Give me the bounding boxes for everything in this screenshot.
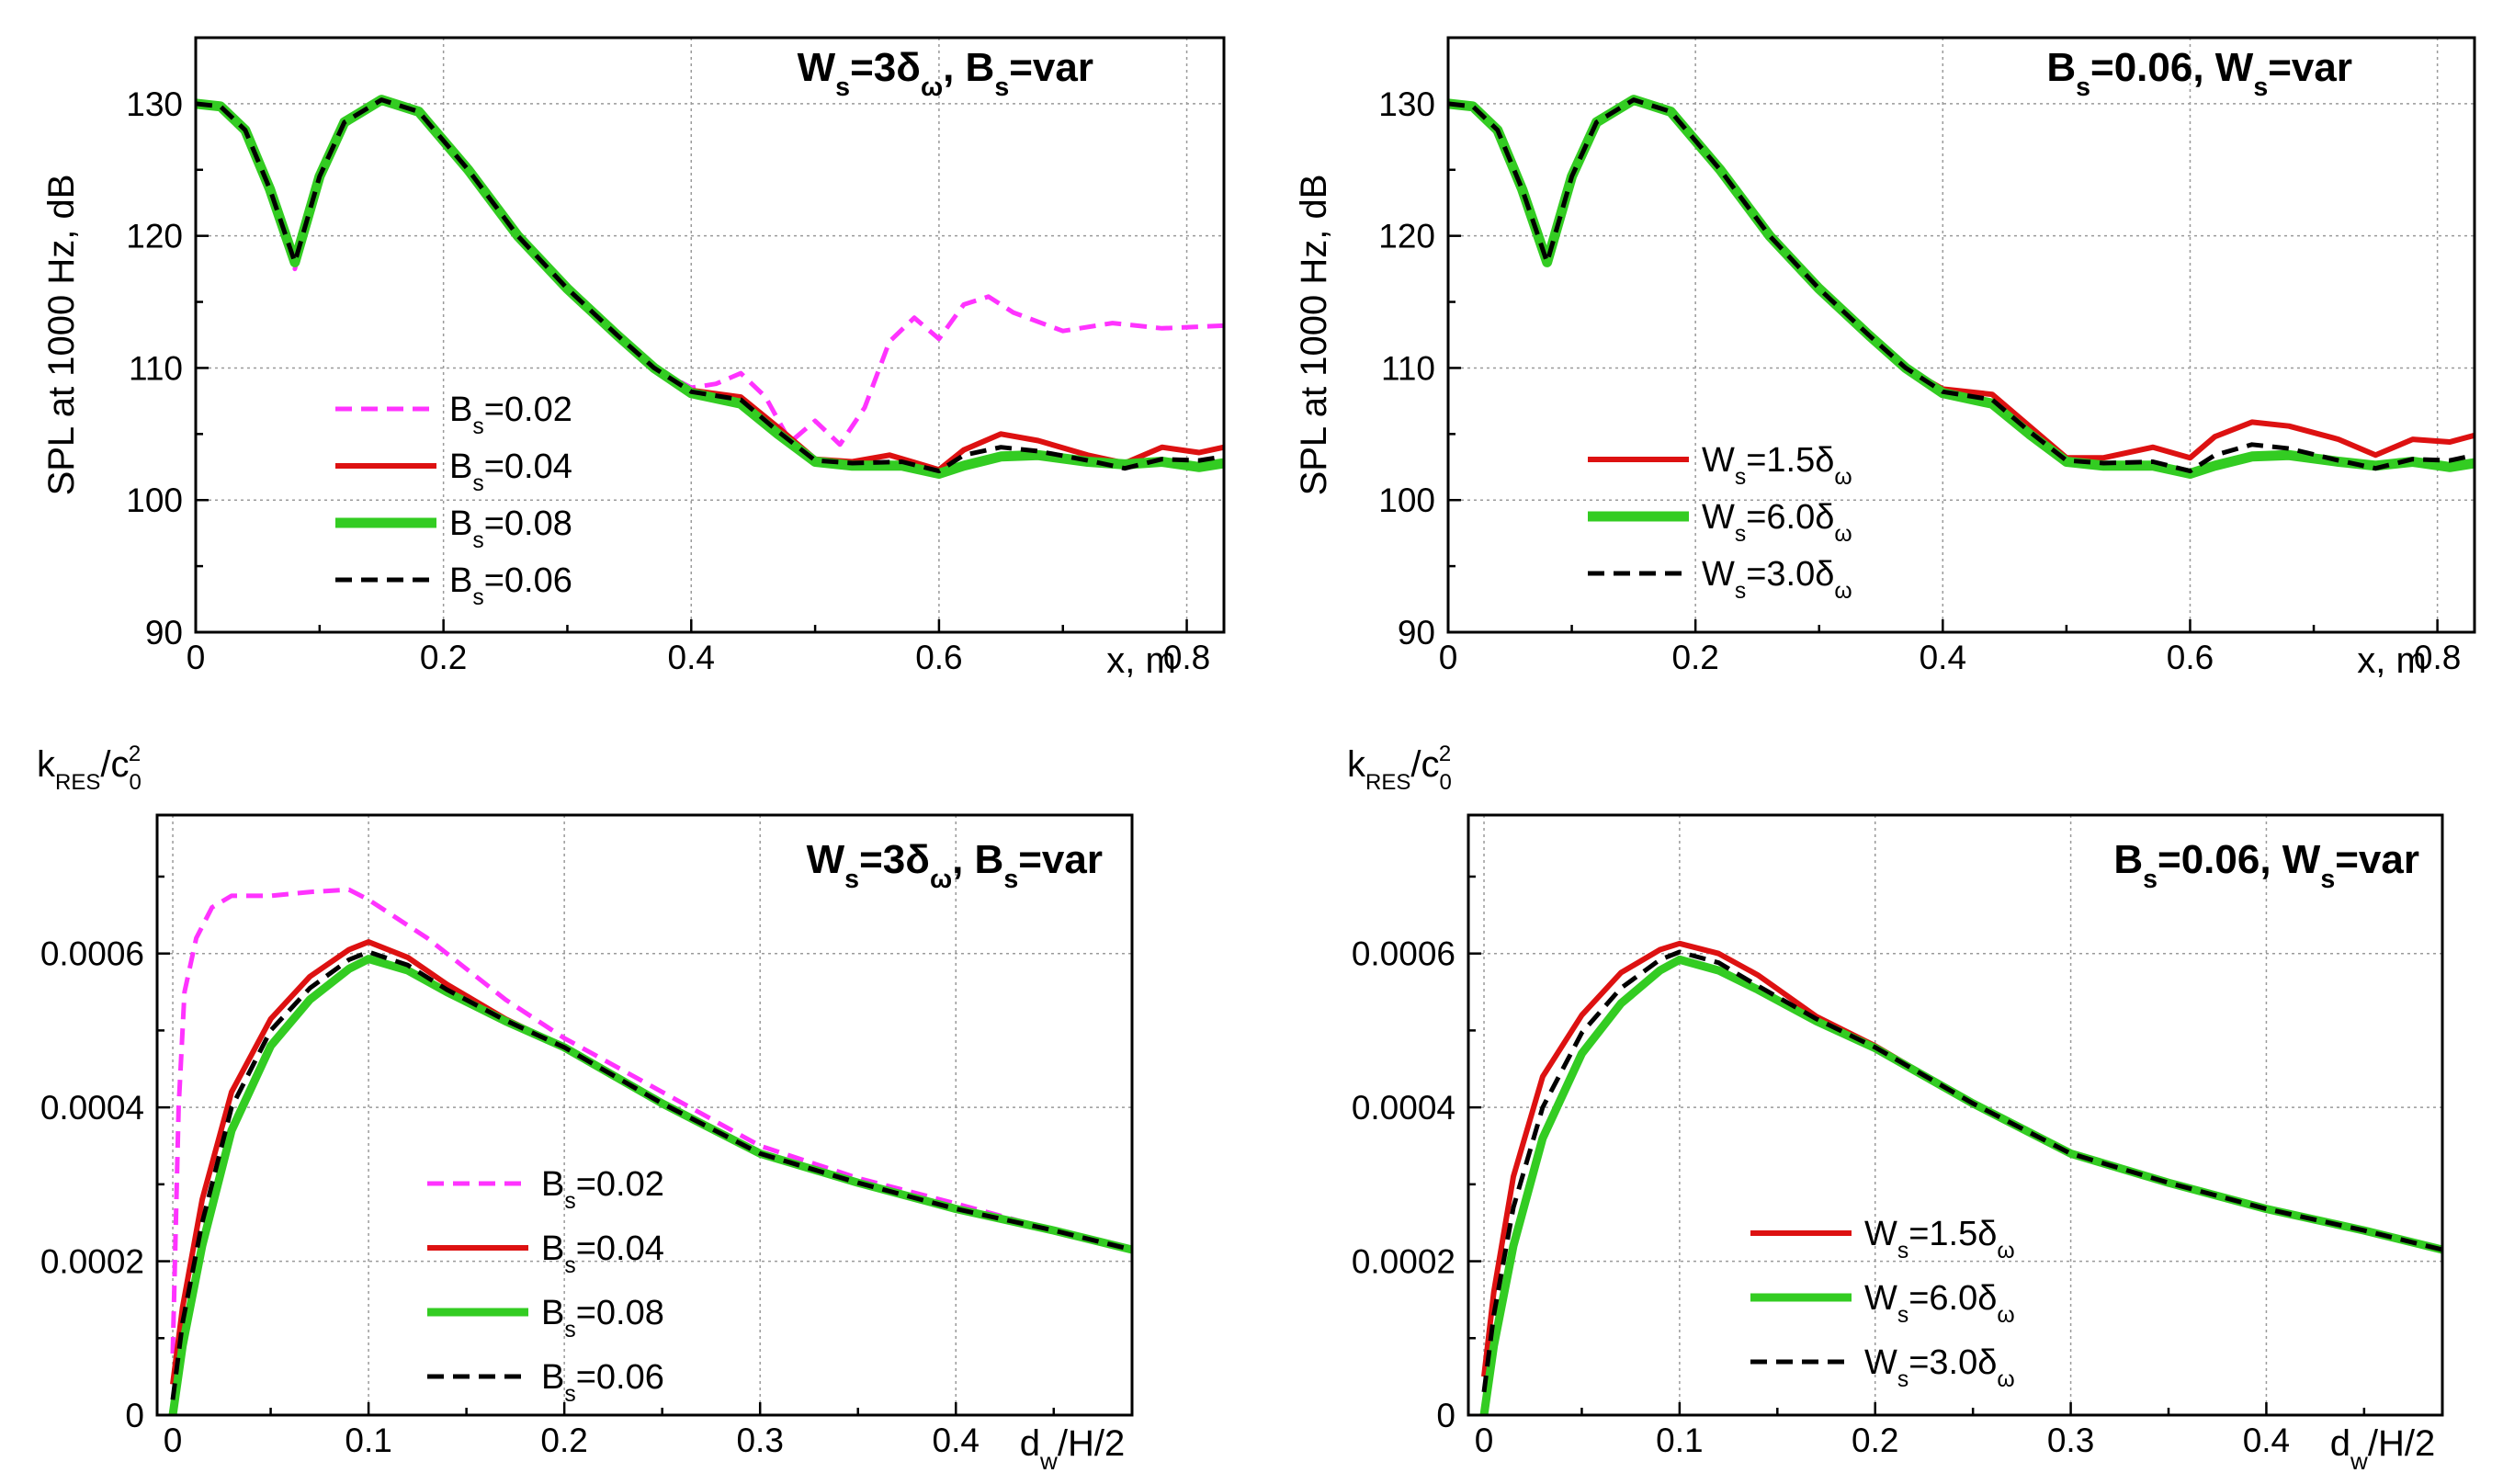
- series-group: [196, 95, 1224, 479]
- legend-label: Ws=6.0δω: [1702, 498, 1852, 547]
- plot-frame: [1467, 813, 2444, 1417]
- legend-label: Bs=0.06: [449, 561, 572, 610]
- x-tick-label: 0.4: [668, 639, 715, 676]
- x-tick-label: 0: [164, 1422, 183, 1459]
- x-tick-label: 0.4: [1920, 639, 1966, 676]
- series-group: [1448, 95, 2475, 479]
- series-group: [1479, 940, 2442, 1415]
- x-axis-label: x, m: [2357, 640, 2427, 681]
- y-tick-label: 110: [129, 349, 183, 387]
- x-tick-label: 0: [1439, 639, 1458, 676]
- x-tick-label: 0.6: [915, 639, 962, 676]
- x-axis-label: dw/H/2: [2330, 1423, 2435, 1475]
- series-line-b-s-0.02: [170, 887, 1132, 1354]
- x-tick-label: 0.2: [1852, 1422, 1898, 1459]
- legend-label: Ws=3.0δω: [1702, 555, 1852, 604]
- x-tick-label: 0: [187, 639, 206, 676]
- plot-frame: [1446, 36, 2476, 634]
- panel-kres-blowing-fixed: 0 0.1 0.2 0.3 0.4 0 0.0002 0.0004 0.0006 Bs=0.06,…: [1347, 742, 2444, 1475]
- x-tick-label: 0.3: [736, 1422, 783, 1459]
- plot-frame: [155, 813, 1134, 1417]
- legend-label: Ws=6.0δω: [1864, 1279, 2015, 1328]
- y-tick-label: 90: [1398, 614, 1435, 651]
- y-tick-label: 0.0002: [40, 1243, 144, 1281]
- y-tick-label: 0.0004: [40, 1089, 144, 1127]
- x-tick-label: 0.8: [1163, 639, 1210, 676]
- legend-label: Bs=0.08: [449, 504, 572, 553]
- y-axis-label: SPL at 1000 Hz, dB: [1294, 175, 1334, 496]
- legend-label: Bs=0.02: [541, 1165, 664, 1214]
- x-axis-label: x, m: [1106, 640, 1176, 681]
- x-tick-label: 0.3: [2047, 1422, 2094, 1459]
- y-tick-label: 90: [145, 614, 183, 651]
- x-tick-label: 0.6: [2167, 639, 2214, 676]
- y-axis-label: kRES/c02: [37, 742, 142, 794]
- series-group: [168, 887, 1132, 1415]
- x-tick-label: 0.1: [1656, 1422, 1703, 1459]
- y-tick-label: 0.0006: [1352, 935, 1455, 973]
- x-tick-label: 0.2: [540, 1422, 587, 1459]
- y-tick-label: 0.0004: [1352, 1089, 1455, 1127]
- y-axis-label: kRES/c02: [1347, 742, 1452, 794]
- series-line-w-s-3.0-: [1481, 949, 2442, 1393]
- series-line-b-s-0.06: [170, 949, 1132, 1400]
- y-tick-label: 0: [1436, 1397, 1455, 1434]
- y-tick-label: 130: [126, 85, 183, 123]
- x-axis-label: dw/H/2: [1020, 1423, 1125, 1475]
- x-tick-label: 0.4: [2243, 1422, 2290, 1459]
- y-tick-label: 120: [126, 218, 183, 255]
- legend-label: Bs=0.04: [449, 447, 572, 496]
- x-tick-label: 0.8: [2414, 639, 2461, 676]
- chart-title: Ws=3δω, Bs=var: [798, 45, 1093, 102]
- series-line-b-s-0.06: [196, 97, 1224, 474]
- legend-label: Bs=0.04: [541, 1229, 664, 1278]
- series-line-w-s-3.0-: [1448, 97, 2475, 474]
- panel-spl-width-fixed: 0 0.2 0.4 0.6 0.8 90 100 110 120 130 Ws=3δω, Bs=va…: [41, 36, 1226, 681]
- legend-label: Bs=0.02: [449, 391, 572, 439]
- legend-label: Bs=0.08: [541, 1294, 664, 1342]
- x-tick-label: 0.2: [1671, 639, 1718, 676]
- x-tick-label: 0.4: [933, 1422, 980, 1459]
- legend-label: Ws=3.0δω: [1864, 1343, 2015, 1392]
- y-tick-label: 110: [1381, 349, 1435, 387]
- panel-spl-blowing-fixed: 0 0.2 0.4 0.6 0.8 90 100 110 120 130 Bs=0.06, Ws=v…: [1294, 36, 2476, 681]
- x-tick-label: 0: [1475, 1422, 1494, 1459]
- legend-label: Bs=0.06: [541, 1358, 664, 1407]
- y-tick-label: 100: [1378, 481, 1435, 519]
- series-line-b-s-0.08: [168, 955, 1132, 1415]
- panel-kres-width-fixed: 0 0.1 0.2 0.3 0.4 0 0.0002 0.0004 0.0006 Ws=3δω, …: [37, 742, 1134, 1475]
- legend-label: Ws=1.5δω: [1864, 1215, 2015, 1263]
- x-tick-label: 0.2: [420, 639, 467, 676]
- chart-title: Ws=3δω, Bs=var: [807, 837, 1103, 894]
- chart-title: Bs=0.06, Ws=var: [2046, 45, 2352, 102]
- plot-frame: [194, 36, 1226, 634]
- y-tick-label: 0.0002: [1352, 1243, 1455, 1281]
- legend-label: Ws=1.5δω: [1702, 441, 1852, 490]
- y-tick-label: 100: [126, 481, 183, 519]
- y-tick-label: 0: [125, 1397, 144, 1434]
- y-tick-label: 0.0006: [40, 935, 144, 973]
- chart-title: Bs=0.06, Ws=var: [2113, 837, 2419, 894]
- y-tick-label: 120: [1378, 218, 1435, 255]
- y-axis-label: SPL at 1000 Hz, dB: [41, 175, 82, 496]
- x-tick-label: 0.1: [345, 1422, 391, 1459]
- y-tick-label: 130: [1378, 85, 1435, 123]
